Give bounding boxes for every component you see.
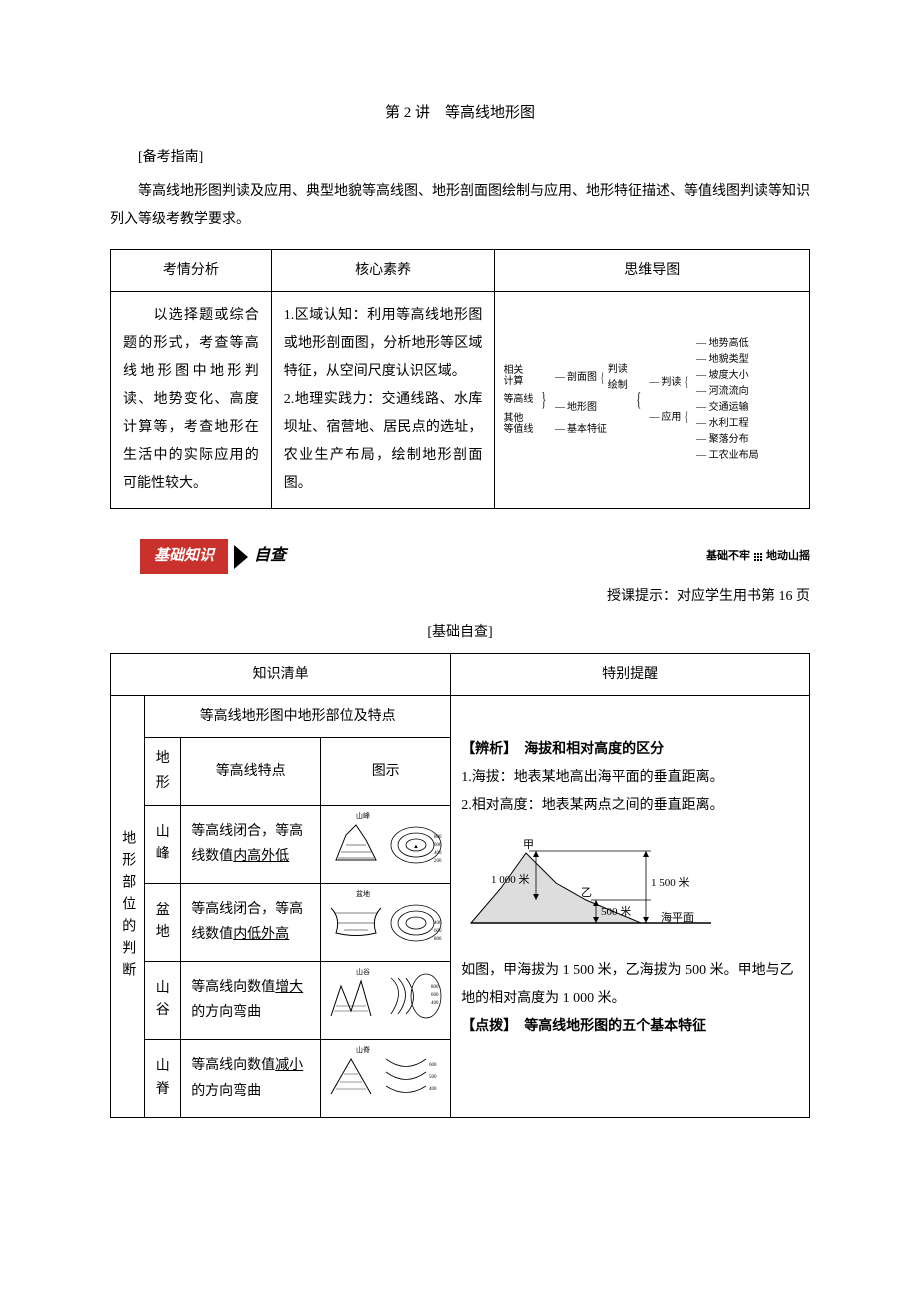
- bracket-icon: {: [601, 369, 604, 389]
- svg-text:盆地: 盆地: [356, 889, 370, 898]
- svg-text:海平面: 海平面: [661, 910, 694, 924]
- svg-text:600: 600: [434, 929, 442, 934]
- svg-text:山脊: 山脊: [356, 1045, 370, 1054]
- row-image: 山脊 600 500 400: [321, 1040, 451, 1118]
- valley-icon: 山谷 800 600 400: [326, 966, 446, 1026]
- svg-text:800: 800: [434, 937, 442, 942]
- sub-title: 等高线地形图中地形部位及特点: [145, 695, 451, 737]
- td-analysis: 以选择题或综合题的形式，考查等高线地形图中地形判读、地势变化、高度计算等，考查地…: [111, 292, 272, 509]
- row-image: 山峰 ▲ 800 600 400 200: [321, 805, 451, 883]
- vertical-label: 地形部位的判断: [111, 695, 145, 1117]
- col-feature: 等高线特点: [181, 738, 321, 805]
- elevation-diagram: 甲 1 000 米 1 500 米 乙 500 米 海平面: [461, 828, 721, 938]
- row-feature: 等高线闭合，等高线数值内低外高: [181, 883, 321, 961]
- bracket-icon: {: [685, 373, 688, 393]
- row-name: 山脊: [145, 1040, 181, 1118]
- bracket-icon: {: [685, 408, 688, 428]
- map-sub3: 应用: [661, 411, 681, 425]
- map-r2-4: — 工农业布局: [696, 449, 759, 463]
- svg-text:400: 400: [434, 851, 442, 856]
- th-analysis: 考情分析: [111, 250, 272, 292]
- study-table: 知识清单 特别提醒 地形部位的判断 等高线地形图中地形部位及特点 【辨析】 海拔…: [110, 653, 810, 1119]
- row-feature: 等高线向数值增大的方向弯曲: [181, 961, 321, 1039]
- concept-map: 相关计算 等高线 其他等值线 } —剖面图 { 判读 绘制 —: [499, 329, 805, 471]
- lesson-title: 第 2 讲 等高线地形图: [110, 100, 810, 127]
- map-left-3: 其他等值线: [503, 413, 533, 435]
- svg-text:乙: 乙: [581, 886, 592, 899]
- reminder-cell: 【辨析】 海拔和相对高度的区分 1.海拔：地表某地高出海平面的垂直距离。 2.相…: [451, 695, 810, 1117]
- map-r2-1: — 交通运输: [696, 401, 759, 415]
- svg-text:400: 400: [431, 1001, 439, 1006]
- svg-text:200: 200: [434, 859, 442, 864]
- th-core: 核心素养: [271, 250, 495, 292]
- svg-text:▲: ▲: [413, 844, 419, 850]
- col-landform: 地形: [145, 738, 181, 805]
- th-reminder: 特别提醒: [451, 653, 810, 695]
- row-name: 盆地: [145, 883, 181, 961]
- th-map: 思维导图: [495, 250, 810, 292]
- svg-text:600: 600: [429, 1063, 437, 1068]
- row-feature: 等高线向数值减小的方向弯曲: [181, 1040, 321, 1118]
- map-r1-1: — 地势高低: [696, 337, 759, 351]
- td-core: 1.区域认知：利用等高线地形图或地形剖面图，分析地形等区域特征，从空间尺度认识区…: [271, 292, 495, 509]
- map-mid-1: 剖面图: [567, 371, 597, 385]
- map-r2-3: — 聚落分布: [696, 433, 759, 447]
- svg-text:400: 400: [434, 921, 442, 926]
- svg-text:500: 500: [429, 1075, 437, 1080]
- map-left-1: 相关计算: [503, 365, 533, 387]
- red-tag: 基础知识: [140, 539, 228, 574]
- arrow-right-icon: [234, 545, 248, 569]
- ridge-icon: 山脊 600 500 400: [326, 1044, 446, 1104]
- svg-text:山峰: 山峰: [356, 811, 370, 820]
- svg-text:800: 800: [434, 835, 442, 840]
- col-image: 图示: [321, 738, 451, 805]
- map-sub1-2: 绘制: [608, 379, 628, 393]
- peak-icon: 山峰 ▲ 800 600 400 200: [326, 810, 446, 870]
- row-image: 盆地 400 600 800: [321, 883, 451, 961]
- dot-grid-icon: [754, 553, 762, 561]
- bracket-icon: }: [542, 386, 547, 414]
- section-bold: 自查: [254, 542, 286, 571]
- svg-text:800: 800: [431, 985, 439, 990]
- svg-text:600: 600: [431, 993, 439, 998]
- svg-text:1 000 米: 1 000 米: [491, 873, 530, 886]
- map-sub2: 判读: [661, 376, 681, 390]
- svg-text:600: 600: [434, 843, 442, 848]
- map-r1-3: — 坡度大小: [696, 369, 759, 383]
- reminder-title2: 【点拨】: [461, 1019, 510, 1034]
- map-r2-2: — 水利工程: [696, 417, 759, 431]
- map-mid-3: 基本特征: [567, 423, 607, 437]
- map-r1-2: — 地貌类型: [696, 353, 759, 367]
- svg-text:甲: 甲: [523, 839, 534, 851]
- map-r1-4: — 河流流向: [696, 385, 759, 399]
- row-name: 山峰: [145, 805, 181, 883]
- basic-self-check: [基础自查]: [110, 620, 810, 645]
- guide-label: [备考指南]: [110, 145, 810, 170]
- page-reference: 授课提示：对应学生用书第 16 页: [110, 584, 810, 609]
- svg-text:山谷: 山谷: [356, 967, 370, 976]
- row-name: 山谷: [145, 961, 181, 1039]
- analysis-table: 考情分析 核心素养 思维导图 以选择题或综合题的形式，考查等高线地形图中地形判读…: [110, 249, 810, 509]
- map-sub1-1: 判读: [608, 363, 628, 377]
- svg-text:400: 400: [429, 1087, 437, 1092]
- reminder-title1: 【辨析】: [461, 742, 510, 757]
- map-left-2: 等高线: [503, 393, 533, 407]
- svg-text:500 米: 500 米: [601, 905, 631, 918]
- row-image: 山谷 800 600 400: [321, 961, 451, 1039]
- map-mid-2: 地形图: [567, 401, 597, 415]
- row-feature: 等高线闭合，等高线数值内高外低: [181, 805, 321, 883]
- svg-text:1 500 米: 1 500 米: [651, 876, 690, 889]
- bracket-icon: {: [636, 386, 641, 414]
- basin-icon: 盆地 400 600 800: [326, 888, 446, 948]
- section-header: 基础知识 自查 基础不牢 地动山摇: [140, 539, 810, 574]
- td-map: 相关计算 等高线 其他等值线 } —剖面图 { 判读 绘制 —: [495, 292, 810, 509]
- th-checklist: 知识清单: [111, 653, 451, 695]
- guide-intro: 等高线地形图判读及应用、典型地貌等高线图、地形剖面图绘制与应用、地形特征描述、等…: [110, 178, 810, 234]
- section-motto: 基础不牢 地动山摇: [706, 547, 810, 567]
